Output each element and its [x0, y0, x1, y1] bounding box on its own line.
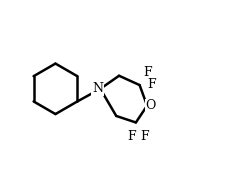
Text: N: N: [92, 82, 103, 95]
Text: F: F: [147, 78, 156, 91]
Text: F: F: [140, 130, 148, 143]
Text: F: F: [144, 66, 152, 79]
Text: F: F: [127, 130, 135, 143]
Text: O: O: [145, 99, 156, 112]
